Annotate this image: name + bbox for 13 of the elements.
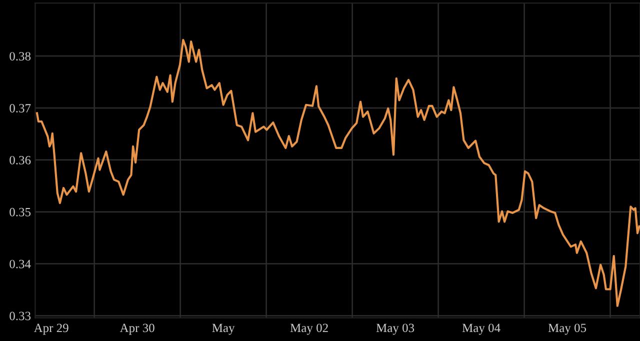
y-tick-label: 0.38 xyxy=(10,52,31,61)
x-tick-label: Apr 29 xyxy=(34,324,68,335)
x-tick-label: May 04 xyxy=(462,324,500,335)
x-tick-label: May xyxy=(212,324,235,335)
x-tick-label: May 03 xyxy=(376,324,414,335)
y-tick-label: 0.36 xyxy=(10,156,31,164)
y-tick-label: 0.34 xyxy=(10,260,31,268)
y-tick-label: 0.37 xyxy=(10,104,31,112)
y-tick-label: 0.33 xyxy=(10,312,31,320)
x-tick-label: Apr 30 xyxy=(120,324,154,335)
x-tick-label: May 02 xyxy=(290,324,328,335)
y-tick-label: 0.35 xyxy=(10,208,31,216)
x-tick-label: May 05 xyxy=(548,324,586,335)
